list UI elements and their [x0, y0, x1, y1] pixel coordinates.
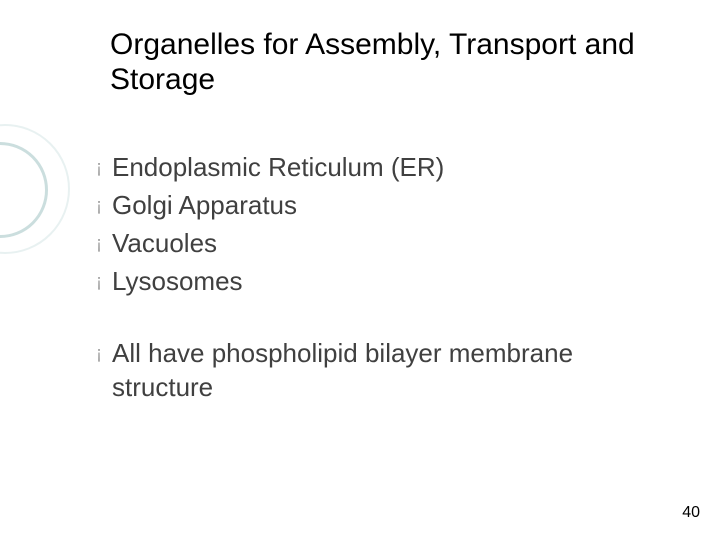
- bullet-icon: ¡: [96, 150, 102, 184]
- bullet-text: Endoplasmic Reticulum (ER): [112, 150, 444, 184]
- list-item: ¡ Lysosomes: [96, 264, 656, 298]
- bullet-text: Lysosomes: [112, 264, 243, 298]
- page-number: 40: [682, 504, 700, 522]
- group-spacer: [96, 302, 656, 336]
- slide: Organelles for Assembly, Transport and S…: [0, 0, 720, 540]
- slide-title: Organelles for Assembly, Transport and S…: [110, 28, 650, 97]
- bullet-icon: ¡: [96, 226, 102, 260]
- list-item: ¡ Vacuoles: [96, 226, 656, 260]
- bullet-icon: ¡: [96, 336, 102, 370]
- bullet-text: Vacuoles: [112, 226, 217, 260]
- bullet-text: Golgi Apparatus: [112, 188, 297, 222]
- bullet-icon: ¡: [96, 188, 102, 222]
- bullet-text: All have phospholipid bilayer membrane s…: [112, 336, 656, 404]
- list-item: ¡ Endoplasmic Reticulum (ER): [96, 150, 656, 184]
- slide-body: ¡ Endoplasmic Reticulum (ER) ¡ Golgi App…: [96, 150, 656, 408]
- list-item: ¡ Golgi Apparatus: [96, 188, 656, 222]
- bullet-icon: ¡: [96, 264, 102, 298]
- list-item: ¡ All have phospholipid bilayer membrane…: [96, 336, 656, 404]
